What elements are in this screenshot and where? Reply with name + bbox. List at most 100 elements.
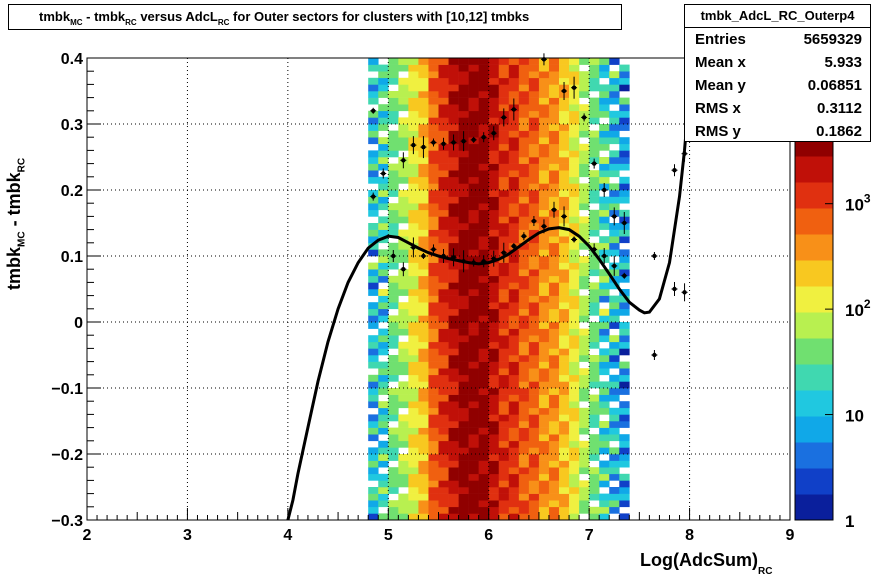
heatmap-cell — [538, 249, 550, 257]
heatmap-cell — [579, 71, 590, 79]
heatmap-cell — [438, 84, 449, 92]
heatmap-cell — [599, 473, 610, 481]
palette-swatch — [795, 312, 833, 339]
heatmap-cell — [388, 427, 399, 435]
heatmap-cell — [548, 308, 560, 316]
heatmap-cell — [488, 110, 500, 118]
heatmap-cell — [569, 394, 580, 402]
point-marker — [531, 218, 537, 224]
heatmap-cell — [589, 117, 600, 125]
heatmap-cell — [538, 381, 550, 389]
heatmap-cell — [569, 223, 580, 230]
heatmap-cell — [559, 506, 570, 514]
heatmap-cell — [388, 229, 399, 237]
profile-point — [581, 113, 588, 122]
heatmap-cell — [579, 374, 590, 382]
heatmap-cell — [428, 150, 439, 158]
heatmap-cell — [589, 84, 600, 92]
heatmap-cell — [398, 341, 409, 349]
heatmap-cell — [368, 381, 379, 389]
heatmap-cell — [408, 421, 419, 428]
heatmap-cell — [448, 295, 459, 303]
heatmap-cell — [378, 361, 389, 369]
heatmap-cell — [418, 454, 429, 461]
heatmap-cell — [378, 414, 389, 422]
x-tick-label: 8 — [685, 527, 694, 544]
heatmap-cell — [589, 473, 600, 481]
heatmap-cell — [488, 196, 500, 204]
heatmap-cell — [488, 236, 500, 244]
point-marker — [441, 141, 446, 146]
heatmap-cell — [498, 130, 510, 138]
palette-tick-label: 103 — [845, 192, 871, 215]
heatmap-cell — [378, 256, 389, 263]
point-marker — [561, 88, 567, 94]
heatmap-cell — [408, 84, 419, 92]
heatmap-cell — [448, 157, 459, 164]
heatmap-cell — [579, 262, 590, 270]
heatmap-cell — [538, 130, 550, 138]
point-marker — [561, 214, 567, 219]
heatmap-cell — [438, 91, 449, 98]
heatmap-cell — [388, 176, 399, 184]
heatmap-cell — [428, 282, 439, 290]
heatmap-cell — [478, 242, 490, 250]
heatmap-cell — [388, 401, 399, 409]
heatmap-cell — [458, 487, 469, 494]
heatmap-cell — [488, 84, 500, 92]
profile-point — [500, 108, 507, 127]
heatmap-cell — [579, 269, 590, 277]
heatmap-cell — [498, 97, 510, 105]
heatmap-cell — [569, 368, 580, 376]
heatmap-cell — [569, 414, 580, 422]
heatmap-cell — [468, 394, 479, 402]
heatmap-cell — [488, 242, 500, 250]
heatmap-cell — [538, 64, 550, 72]
heatmap-cell — [508, 328, 520, 336]
heatmap-cell — [599, 427, 610, 435]
heatmap-cell — [609, 150, 620, 158]
heatmap-cell — [478, 467, 490, 475]
heatmap-cell — [609, 421, 620, 428]
heatmap-cell — [418, 513, 429, 521]
heatmap-cell — [438, 196, 449, 204]
heatmap-cell — [488, 388, 500, 395]
heatmap-cell — [408, 176, 419, 184]
stats-label: Mean y — [695, 77, 746, 94]
heatmap-cell — [528, 414, 540, 422]
profile-point — [671, 164, 678, 177]
heatmap-cell — [478, 71, 490, 79]
profile-point — [450, 134, 457, 151]
heatmap-cell — [599, 295, 610, 303]
heatmap-cell — [498, 64, 510, 72]
heatmap-cell — [448, 361, 459, 369]
heatmap-cell — [538, 460, 550, 468]
heatmap-cell — [368, 401, 379, 409]
x-tick-label: 6 — [484, 527, 493, 544]
heatmap-cell — [368, 163, 379, 171]
heatmap-cell — [398, 506, 409, 514]
heatmap-cell — [599, 163, 610, 171]
heatmap-cell — [548, 480, 560, 488]
heatmap-cell — [559, 335, 570, 343]
profile-point — [601, 248, 608, 264]
heatmap-cell — [589, 341, 600, 349]
heatmap-cell — [398, 394, 409, 402]
heatmap-cell — [508, 460, 520, 468]
heatmap-cell — [368, 269, 379, 277]
heatmap-cell — [408, 414, 419, 422]
heatmap-cell — [448, 460, 459, 468]
heatmap-cell — [599, 434, 610, 442]
heatmap-cell — [468, 58, 479, 65]
heatmap-cell — [569, 308, 580, 316]
heatmap-cell — [548, 295, 560, 303]
heatmap-cell — [619, 341, 630, 349]
heatmap-cell — [498, 150, 510, 158]
y-tick-label: −0.2 — [51, 447, 83, 464]
heatmap-cell — [528, 229, 540, 237]
heatmap-cell — [619, 421, 630, 428]
heatmap-cell — [448, 407, 459, 415]
heatmap-cell — [468, 170, 479, 178]
heatmap-cell — [438, 157, 449, 164]
